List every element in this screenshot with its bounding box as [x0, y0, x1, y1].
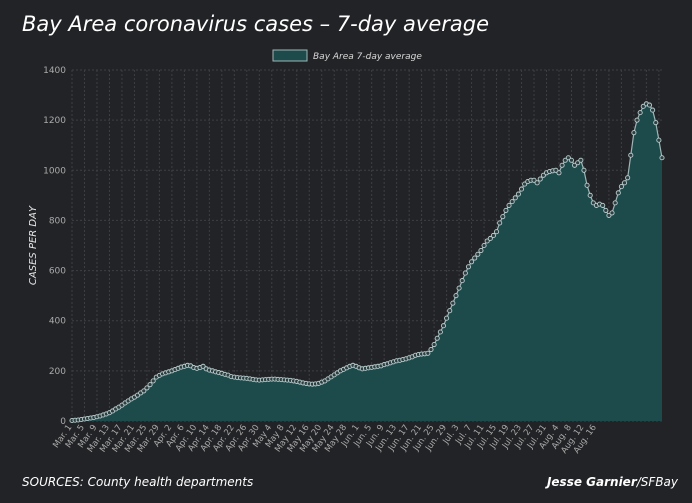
data-point [425, 350, 431, 356]
data-point [437, 329, 443, 335]
data-point [440, 323, 447, 329]
data-point [534, 180, 540, 186]
legend-label: Bay Area 7-day average [313, 52, 422, 62]
y-tick-label: 1200 [43, 116, 66, 126]
y-tick-label: 600 [49, 267, 66, 277]
data-point [481, 242, 487, 249]
data-point [450, 300, 456, 306]
data-point [478, 247, 484, 254]
data-point [609, 210, 615, 216]
data-point [631, 130, 637, 136]
y-axis-label: CASES PER DAY [28, 205, 39, 285]
data-point [600, 202, 606, 208]
data-point [518, 186, 525, 192]
y-tick-label: 1000 [43, 166, 66, 176]
chart-title: Bay Area coronavirus cases – 7-day avera… [22, 12, 489, 36]
data-point [472, 255, 478, 261]
data-point [493, 229, 500, 235]
data-point [447, 308, 453, 314]
credit: Jesse Garnier/SFBay [547, 475, 678, 489]
data-point [612, 200, 618, 206]
data-point [587, 192, 593, 198]
data-point [150, 378, 156, 384]
data-point [456, 285, 462, 291]
data-point [637, 110, 643, 116]
credit-org: /SFBay [636, 475, 678, 489]
data-point [459, 278, 465, 284]
y-tick-label: 200 [49, 367, 66, 377]
y-tick-label: 1400 [43, 66, 66, 76]
data-point [506, 202, 512, 208]
data-point [537, 176, 543, 182]
y-tick-label: 0 [60, 417, 66, 427]
data-point [621, 180, 628, 186]
data-point [568, 157, 575, 163]
y-tick-label: 800 [49, 216, 66, 226]
data-point [556, 170, 562, 176]
legend-swatch [272, 49, 308, 62]
data-point [515, 191, 521, 197]
data-point [487, 235, 493, 242]
data-point [628, 152, 634, 158]
data-point [615, 190, 621, 196]
credit-name: Jesse Garnier [546, 475, 637, 489]
data-point [475, 251, 481, 257]
data-point [465, 264, 472, 270]
series-area [72, 103, 662, 421]
data-point [428, 346, 434, 353]
data-point [144, 385, 150, 391]
data-point [512, 195, 518, 201]
data-point [431, 341, 437, 348]
data-point [469, 259, 475, 265]
data-point [659, 155, 665, 161]
data-point [656, 137, 662, 143]
data-point [584, 182, 590, 188]
data-point [509, 199, 515, 205]
data-point [603, 207, 609, 213]
data-point [500, 214, 506, 220]
data-point [618, 184, 624, 190]
data-point [434, 335, 440, 341]
data-point [497, 220, 503, 226]
data-point [634, 117, 640, 123]
data-point [578, 157, 584, 163]
data-point [444, 315, 450, 321]
data-point [646, 102, 653, 108]
data-point [650, 107, 656, 113]
data-point [490, 232, 496, 239]
data-point [625, 175, 631, 181]
data-point [559, 162, 565, 168]
data-point [141, 388, 147, 394]
y-tick-label: 400 [49, 317, 66, 327]
data-point [581, 167, 587, 173]
source-note: SOURCES: County health departments [22, 475, 254, 489]
data-point [462, 270, 468, 276]
data-point [653, 120, 659, 126]
data-point [503, 207, 509, 213]
data-point [147, 382, 153, 388]
data-point [453, 293, 459, 299]
